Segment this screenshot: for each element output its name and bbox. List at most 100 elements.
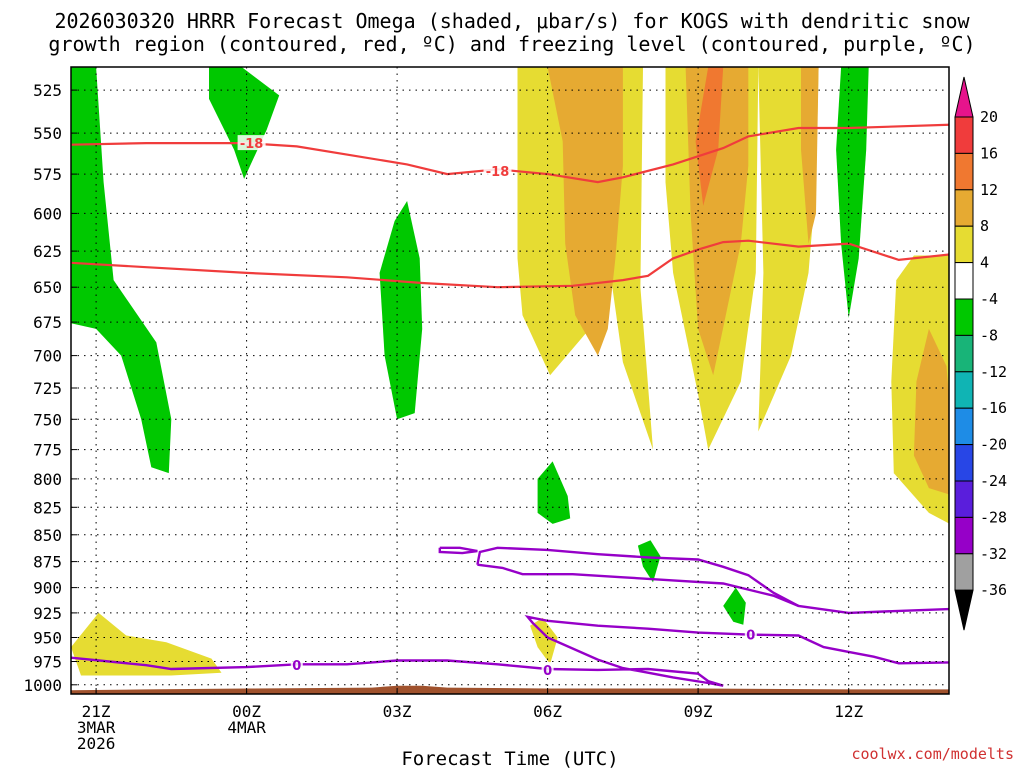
x-tick-label: 3MAR bbox=[77, 718, 116, 737]
colorbar-swatch bbox=[954, 444, 974, 482]
omega-region-0 bbox=[71, 67, 172, 474]
freezing-contour-label: 0 bbox=[543, 664, 552, 679]
colorbar-label: -20 bbox=[980, 436, 1007, 454]
dgz-contour-1 bbox=[71, 239, 949, 289]
terrain-surface bbox=[71, 685, 949, 694]
omega-region-5 bbox=[723, 587, 746, 625]
y-tick-label: 650 bbox=[33, 278, 62, 297]
chart-title-line-2: growth region (contoured, red, ºC) and f… bbox=[48, 32, 975, 56]
freezing-contour-2 bbox=[438, 546, 478, 555]
colorbar-swatch bbox=[954, 480, 974, 518]
dgz-contour-0 bbox=[71, 123, 949, 184]
colorbar-label: 16 bbox=[980, 144, 998, 162]
freezing-label-bg bbox=[541, 661, 554, 677]
grid-lines bbox=[71, 67, 949, 694]
colorbar-swatch bbox=[954, 152, 974, 191]
colorbar-label: -32 bbox=[980, 545, 1007, 563]
y-tick-label: 850 bbox=[33, 526, 62, 545]
x-tick-label: 4MAR bbox=[227, 718, 266, 737]
colorbar-swatch bbox=[954, 189, 974, 227]
colorbar-label: -28 bbox=[980, 508, 1007, 526]
colorbar-label: -16 bbox=[980, 399, 1007, 417]
y-tick-label: 525 bbox=[33, 81, 62, 100]
colorbar-label: -8 bbox=[980, 326, 998, 344]
colorbar-label: -36 bbox=[980, 581, 1007, 599]
y-tick-label: 775 bbox=[33, 441, 62, 460]
y-tick-label: 575 bbox=[33, 165, 62, 184]
y-tick-label: 900 bbox=[33, 579, 62, 598]
x-axis-label: Forecast Time (UTC) bbox=[401, 748, 618, 768]
chart-title-line-1: 2026030320 HRRR Forecast Omega (shaded, … bbox=[54, 9, 970, 33]
omega-region-4 bbox=[637, 540, 661, 583]
freezing-label-bg bbox=[744, 626, 757, 642]
freezing-contour-0 bbox=[71, 614, 949, 687]
colorbar-label: 8 bbox=[980, 217, 989, 235]
omega-region-6 bbox=[836, 67, 869, 318]
freezing-label-bg bbox=[290, 657, 303, 673]
y-tick-label: 975 bbox=[33, 653, 62, 672]
omega-region-13 bbox=[547, 67, 623, 356]
x-tick-label: 21Z bbox=[82, 702, 111, 721]
colorbar-swatch bbox=[954, 516, 974, 555]
colorbar-top-triangle bbox=[954, 76, 974, 118]
dgz-label-bg bbox=[237, 135, 266, 151]
y-tick-label: 625 bbox=[33, 242, 62, 261]
colorbar-label: -12 bbox=[980, 363, 1007, 381]
x-tick-label: 09Z bbox=[684, 702, 713, 721]
y-axis-ticks: 525 550 575 600 625 650 675 700 725 750 775 800 825 8… bbox=[23, 81, 77, 695]
y-tick-label: 925 bbox=[33, 604, 62, 623]
y-tick-label: 600 bbox=[33, 204, 62, 223]
omega-region-17 bbox=[695, 67, 724, 206]
colorbar-label: -4 bbox=[980, 290, 998, 308]
dgz-contour-label: -18 bbox=[486, 165, 510, 180]
y-tick-label: 950 bbox=[33, 629, 62, 648]
x-tick-label: 2026 bbox=[77, 734, 116, 753]
y-tick-label: 725 bbox=[33, 379, 62, 398]
freezing-contour-1 bbox=[477, 563, 949, 615]
plot-area bbox=[71, 67, 949, 694]
y-tick-label: 825 bbox=[33, 498, 62, 517]
colorbar: 20 16 12 8 4 -4 -8 -12 -16 -20 -24 -28 -32 -36 bbox=[954, 76, 1007, 631]
colorbar-label: -24 bbox=[980, 472, 1007, 490]
x-tick-label: 00Z bbox=[232, 702, 261, 721]
colorbar-swatch bbox=[954, 225, 974, 264]
y-tick-label: 1000 bbox=[23, 676, 62, 695]
freezing-contour-label: 0 bbox=[292, 659, 301, 674]
colorbar-swatch bbox=[954, 116, 974, 154]
y-tick-label: 675 bbox=[33, 313, 62, 332]
omega-region-3 bbox=[537, 461, 571, 524]
contour-labels: -18 -18 0 0 0 bbox=[237, 135, 757, 679]
plot-frame bbox=[70, 66, 950, 695]
colorbar-swatch bbox=[954, 334, 974, 373]
omega-region-8 bbox=[530, 617, 558, 665]
omega-region-2 bbox=[379, 201, 423, 420]
omega-region-1 bbox=[209, 67, 280, 179]
colorbar-swatch bbox=[954, 262, 974, 300]
colorbar-bottom-triangle bbox=[954, 589, 974, 631]
omega-region-7 bbox=[71, 612, 222, 676]
y-tick-label: 550 bbox=[33, 124, 62, 143]
freezing-contour-label: 0 bbox=[746, 629, 755, 644]
colorbar-label: 12 bbox=[980, 181, 998, 199]
colorbar-swatch bbox=[954, 298, 974, 336]
watermark: coolwx.com/modelts bbox=[851, 745, 1014, 763]
omega-region-15 bbox=[801, 67, 819, 244]
x-tick-label: 03Z bbox=[383, 702, 412, 721]
x-tick-label: 06Z bbox=[533, 702, 562, 721]
colorbar-label: 4 bbox=[980, 254, 989, 272]
dgz-label-bg bbox=[483, 162, 512, 178]
omega-region-16 bbox=[913, 328, 949, 495]
x-tick-label: 12Z bbox=[834, 702, 863, 721]
colorbar-swatch bbox=[954, 553, 974, 591]
colorbar-swatch bbox=[954, 407, 974, 446]
y-tick-label: 800 bbox=[33, 470, 62, 489]
colorbar-swatch bbox=[954, 371, 974, 409]
colorbar-label: 20 bbox=[980, 108, 998, 126]
y-tick-label: 700 bbox=[33, 347, 62, 366]
y-tick-label: 875 bbox=[33, 553, 62, 572]
y-tick-label: 750 bbox=[33, 410, 62, 429]
dgz-contour-label: -18 bbox=[240, 137, 264, 152]
freezing-contour-3 bbox=[476, 546, 800, 607]
